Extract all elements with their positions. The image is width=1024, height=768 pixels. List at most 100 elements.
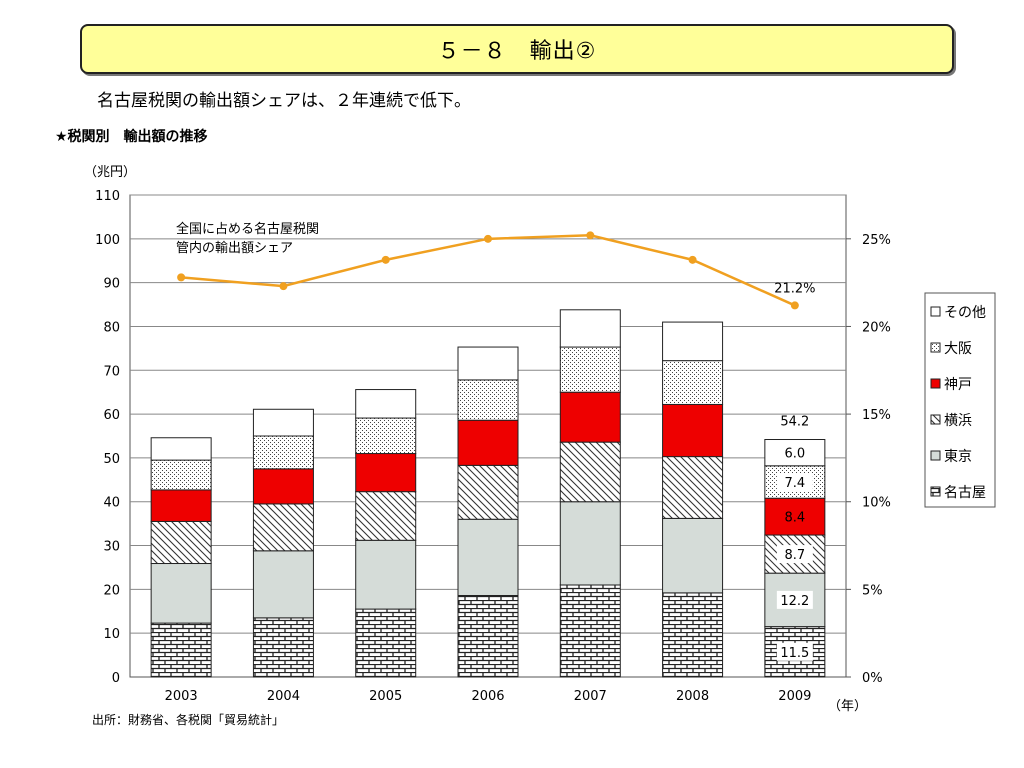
slide-title-banner: ５－８ 輸出②: [80, 24, 954, 74]
data-label-2009: 8.4: [785, 511, 806, 526]
legend-swatch: [930, 306, 941, 317]
x-tick-label: 2009: [778, 689, 811, 704]
data-label-bg: [776, 590, 813, 609]
bar-segment-1: [150, 622, 212, 678]
y-tick-label: 40: [103, 496, 120, 511]
x-tick-label: 2004: [267, 689, 300, 704]
y2-tick-label: 10%: [862, 496, 891, 511]
x-tick-label: 2008: [676, 689, 709, 704]
data-label-2009: 11.5: [780, 646, 809, 661]
data-label-bg: [776, 545, 813, 564]
summary-text: 名古屋税関の輸出額シェアは、２年連続で低下。: [97, 91, 471, 111]
share-line-label-line2: 管内の輸出額シェア: [176, 240, 293, 256]
bar-segment-3: [150, 520, 212, 565]
total-label-2009: 54.2: [780, 415, 809, 430]
legend-label: 東京: [944, 449, 972, 465]
legend-label: 神戸: [944, 377, 972, 393]
share-point: [586, 231, 595, 240]
data-label-2009: 7.4: [785, 476, 806, 491]
legend-swatch: [930, 378, 941, 389]
legend-box: [924, 292, 996, 508]
data-label-bg: [776, 443, 813, 462]
section-title: ★税関別 輸出額の推移: [55, 129, 208, 145]
legend-label: 大阪: [944, 341, 972, 357]
bar-segment-1: [662, 592, 724, 678]
bar-segment-1: [252, 617, 314, 678]
bar-segment-5: [355, 417, 417, 455]
y-axis-unit: （兆円）: [84, 165, 136, 180]
y-tick-label: 80: [103, 320, 120, 335]
legend-swatch: [930, 450, 941, 461]
y-tick-label: 70: [103, 364, 120, 379]
data-label-bg: [776, 642, 813, 661]
bar-segment-4: [150, 489, 212, 522]
y2-tick-label: 0%: [862, 671, 883, 686]
bar-segment-4: [252, 468, 314, 505]
y-tick-label: 0: [112, 671, 120, 686]
share-line-label: 全国に占める名古屋税関 管内の輸出額シェア: [176, 221, 323, 256]
data-label-2009: 8.7: [785, 548, 806, 563]
data-label-2009: 12.2: [780, 594, 809, 609]
bar-segment-2: [252, 550, 314, 619]
share-point: [688, 255, 697, 264]
bar-segment-1: [457, 594, 519, 678]
y-tick-label: 50: [103, 452, 120, 467]
source-note: 出所：財務省、各税関「貿易統計」: [92, 713, 285, 727]
bar-segment-2: [150, 563, 212, 624]
bar-segment-3: [252, 503, 314, 552]
y2-tick-label: 20%: [862, 320, 891, 335]
bar-segment-4: [662, 403, 724, 458]
bar-segment-2: [355, 539, 417, 610]
legend-label: その他: [944, 305, 986, 321]
bar-segment-3: [355, 491, 417, 541]
x-tick-label: 2005: [369, 689, 402, 704]
data-label-bg: [776, 507, 813, 526]
x-tick-label: 2003: [165, 689, 198, 704]
y2-tick-label: 5%: [862, 583, 883, 598]
share-point: [177, 273, 186, 282]
bar-segment-6: [252, 408, 314, 437]
bar-segment-4: [457, 419, 519, 466]
bar-segment-4: [355, 453, 417, 493]
y2-tick-label: 15%: [862, 408, 891, 423]
share-point: [484, 234, 492, 243]
bar-segment-3: [559, 441, 621, 503]
data-label-bg: [776, 473, 813, 492]
legend-label: 横浜: [944, 413, 972, 429]
legend-label: 名古屋: [944, 485, 986, 501]
y-tick-label: 90: [103, 277, 120, 292]
bar-segment-2: [559, 501, 621, 586]
bar-segment-6: [662, 321, 724, 362]
bar-segment-5: [559, 346, 621, 393]
y-tick-label: 20: [103, 583, 120, 598]
y-tick-label: 10: [103, 627, 120, 642]
bar-segment-5: [252, 435, 314, 470]
share-line-label-line1: 全国に占める名古屋税関: [176, 221, 319, 237]
y2-tick-label: 25%: [862, 233, 891, 248]
x-axis-unit: （年）: [828, 699, 867, 714]
bar-segment-4: [559, 391, 621, 443]
bar-segment-6: [457, 346, 519, 381]
share-point: [790, 301, 799, 310]
bar-segment-5: [150, 459, 212, 491]
slide-title: ５－８ 輸出②: [437, 39, 597, 64]
bar-segment-2: [457, 518, 519, 596]
legend-swatch: [930, 414, 941, 425]
bar-segment-5: [457, 379, 519, 421]
y-tick-label: 60: [103, 408, 120, 423]
bar-segment-6: [559, 309, 621, 348]
share-point: [279, 282, 288, 291]
bar-segment-5: [662, 360, 724, 405]
y-tick-label: 110: [95, 189, 120, 204]
x-tick-label: 2007: [574, 689, 607, 704]
data-label-2009: 6.0: [785, 447, 806, 462]
legend-swatch: [930, 342, 941, 353]
bar-segment-1: [355, 608, 417, 678]
bar-segment-2: [662, 517, 724, 594]
bar-segment-3: [662, 456, 724, 519]
y-tick-label: 100: [95, 233, 120, 248]
legend-swatch: [930, 486, 941, 497]
share-point: [381, 255, 390, 264]
